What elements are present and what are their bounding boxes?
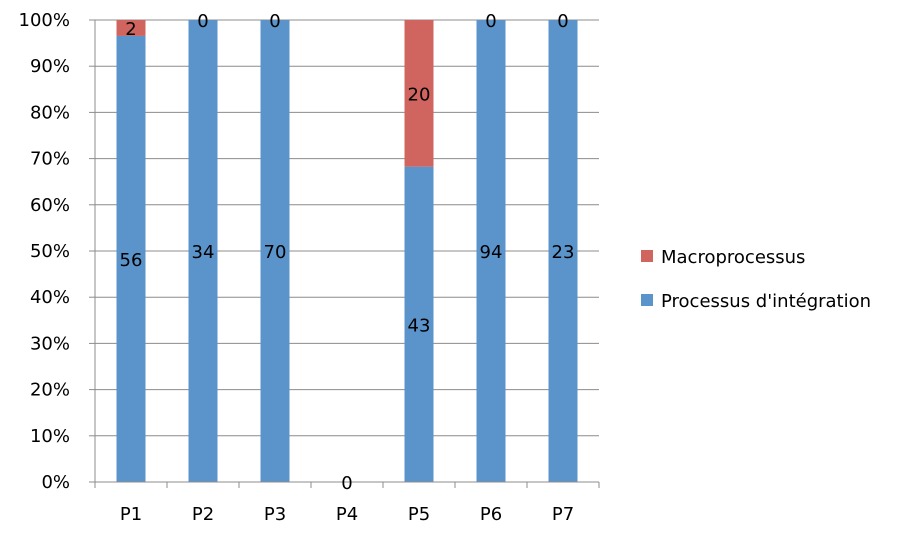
legend: Macroprocessus Processus d'intégration (641, 247, 871, 312)
x-tick-label: P7 (552, 504, 574, 525)
bar-segment (548, 20, 578, 482)
legend-swatch (641, 294, 653, 306)
data-label: 23 (552, 242, 575, 263)
x-tick-label: P4 (336, 504, 358, 525)
legend-swatch (641, 250, 653, 262)
data-label: 20 (408, 84, 431, 105)
gridlines (95, 19, 599, 437)
y-tick-label: 60% (30, 195, 70, 216)
y-tick-label: 50% (30, 241, 70, 262)
bar-segment (404, 20, 434, 167)
data-label: 43 (408, 315, 431, 336)
data-label: 70 (264, 242, 287, 263)
data-label: 94 (480, 242, 503, 263)
bar-segment (188, 20, 218, 482)
data-label: 0 (557, 11, 568, 32)
legend-label: Macroprocessus (661, 247, 805, 268)
y-tick-label: 40% (30, 287, 70, 308)
bars (116, 20, 578, 483)
data-label: 0 (269, 11, 280, 32)
legend-label: Processus d'intégration (661, 291, 871, 312)
y-tick-label: 90% (30, 56, 70, 77)
y-tick-label: 10% (30, 426, 70, 447)
y-tick-label: 100% (19, 10, 70, 31)
y-tick-label: 70% (30, 149, 70, 170)
data-labels: 56 2 34 0 70 0 0 43 20 94 0 23 0 (120, 11, 575, 494)
data-label: 56 (120, 250, 143, 271)
data-label: 0 (197, 11, 208, 32)
bar-segment (260, 20, 290, 482)
data-label: 34 (192, 242, 215, 263)
x-tick-label: P6 (480, 504, 502, 525)
y-tick-label: 30% (30, 333, 70, 354)
y-tick-label: 0% (41, 472, 70, 493)
data-label: 2 (125, 19, 136, 40)
data-label: 0 (485, 11, 496, 32)
bar-segment (116, 20, 146, 36)
x-tick-label: P5 (408, 504, 430, 525)
x-tick-label: P3 (264, 504, 286, 525)
bar-segment (476, 20, 506, 482)
bar-segment (116, 35, 146, 483)
x-tick-label: P2 (192, 504, 214, 525)
data-label: 0 (341, 473, 352, 494)
bar-segment (404, 166, 434, 482)
y-tick-label: 20% (30, 380, 70, 401)
axes: 0% 10% 20% 30% 40% 50% 60% 70% 80% 90% 100% P1 P2 P3 P… (19, 10, 600, 525)
x-tick-label: P1 (120, 504, 142, 525)
y-tick-label: 80% (30, 102, 70, 123)
